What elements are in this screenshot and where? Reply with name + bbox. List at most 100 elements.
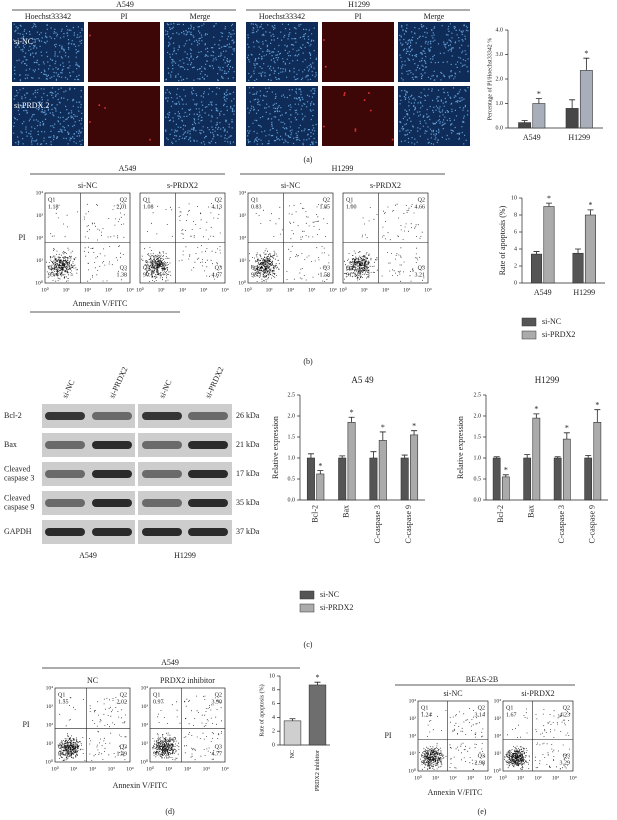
quadrant-value: 1.18 xyxy=(48,204,59,210)
blot-band xyxy=(92,470,132,478)
quadrant-name: Q1 xyxy=(506,705,513,711)
cell-dots xyxy=(399,23,469,81)
size-label: 37 kDa xyxy=(236,527,260,536)
x-tick-label: C-caspase 9 xyxy=(404,505,413,543)
panel-label: (e) xyxy=(478,807,487,816)
blot-band xyxy=(188,441,228,449)
bar xyxy=(553,457,562,501)
quadrant-name: Q4 xyxy=(153,744,160,750)
blot-band xyxy=(45,412,85,420)
quadrant-value: 3.14 xyxy=(475,712,486,718)
error-bar xyxy=(524,454,531,458)
quadrant-value: 1.55 xyxy=(58,699,69,705)
x-tick-label: 10¹ xyxy=(158,287,166,293)
y-tick-label: 0.0 xyxy=(496,125,504,131)
cell-dots xyxy=(89,34,91,37)
quadrant-name: Q2 xyxy=(215,197,222,203)
micrograph xyxy=(322,22,394,82)
y-axis-label: Percentage of PI/Hoechst33342 % xyxy=(486,38,493,120)
y-tick-label: 4 xyxy=(514,246,517,252)
x-tick-label: 10⁰ xyxy=(51,765,60,772)
plot-title: si-NC xyxy=(443,689,462,698)
event-dots xyxy=(141,202,221,282)
significance-marker: * xyxy=(350,408,354,417)
quadrant-value: 2.98 xyxy=(475,760,486,766)
y-tick-label: 1.0 xyxy=(474,455,482,461)
legend-label: si-NC xyxy=(320,590,339,599)
quadrant-name: Q3 xyxy=(478,753,485,759)
event-dots xyxy=(249,203,330,282)
protein-label: Cleaved xyxy=(4,464,30,473)
cell-dots xyxy=(13,23,83,82)
x-tick-label: 10² xyxy=(449,775,457,781)
x-tick-label: 10³ xyxy=(467,775,475,781)
bar xyxy=(532,417,541,501)
x-tick-label: 10² xyxy=(287,287,295,293)
cell-line-label: H1299 xyxy=(174,551,196,560)
bar xyxy=(369,457,378,501)
error-bar xyxy=(348,416,355,423)
x-tick-label: Bcl-2 xyxy=(310,505,319,523)
cell-dots xyxy=(247,87,317,146)
bar xyxy=(565,108,579,129)
micrograph xyxy=(322,86,394,146)
lane-label: si-PRDX2 xyxy=(203,366,225,400)
quadrant-value: 2.02 xyxy=(117,699,128,705)
plot-frame xyxy=(44,192,131,284)
quadrant-name: Q1 xyxy=(251,197,258,203)
blot-band xyxy=(45,470,85,478)
blot-band xyxy=(188,528,228,536)
legend-label: si-NC xyxy=(542,317,561,326)
bar xyxy=(523,457,532,501)
quadrant-value: 1.67 xyxy=(506,712,517,718)
x-tick-label: Bax xyxy=(527,505,536,518)
y-axis-label: PI xyxy=(18,233,25,242)
x-tick-label: 10¹ xyxy=(517,775,525,781)
error-bar xyxy=(563,432,570,440)
x-tick-label: 10¹ xyxy=(432,775,440,781)
y-tick-label: 1.0 xyxy=(496,101,504,107)
y-tick-label: 10⁴ xyxy=(239,190,247,196)
x-tick-label: PRDX2 inhibitor xyxy=(315,750,321,791)
protein-label: Bcl-2 xyxy=(4,411,22,420)
group-header: A549 xyxy=(116,0,134,9)
quadrant-value: 1.38 xyxy=(117,272,128,278)
bar xyxy=(338,457,347,501)
significance-marker: * xyxy=(565,424,569,433)
micrograph xyxy=(246,22,318,82)
error-bar xyxy=(585,455,592,458)
y-tick-label: 0.5 xyxy=(474,476,482,482)
y-tick-label: 10¹ xyxy=(141,741,149,747)
y-tick-label: 10 xyxy=(511,195,517,201)
y-tick-label: 10⁰ xyxy=(238,279,247,286)
bar xyxy=(306,457,315,501)
plot-title: si-NC xyxy=(281,181,300,190)
plot-title: s-PRDX2 xyxy=(167,181,198,190)
legend-swatch xyxy=(521,330,537,340)
significance-marker: * xyxy=(318,461,322,470)
blot-band xyxy=(92,412,132,420)
protein-label: caspase 9 xyxy=(4,502,34,511)
plot-frame xyxy=(342,192,429,284)
x-tick-label: A549 xyxy=(534,288,552,297)
x-tick-label: 10² xyxy=(84,287,92,293)
quadrant-value: 1.08 xyxy=(143,204,154,210)
lane-label: si-PRDX2 xyxy=(107,366,129,400)
bar xyxy=(532,103,546,129)
x-tick-label: 10³ xyxy=(403,287,411,293)
y-tick-label: 8 xyxy=(272,687,275,693)
significance-marker: * xyxy=(547,194,551,203)
x-tick-label: 10⁴ xyxy=(329,287,337,293)
quadrant-name: Q2 xyxy=(478,705,485,711)
error-bar xyxy=(569,99,576,109)
y-axis-label: Relative expression xyxy=(271,416,280,479)
y-tick-label: 10² xyxy=(36,235,44,241)
quadrant-value: 4.23 xyxy=(560,712,571,718)
micrograph xyxy=(398,22,470,82)
y-tick-label: 0.0 xyxy=(474,497,482,503)
bar xyxy=(501,476,510,501)
quadrant-name: Q4 xyxy=(143,265,150,271)
quadrant-name: Q2 xyxy=(563,705,570,711)
blot-band xyxy=(142,441,182,449)
x-tick-label: 10³ xyxy=(200,287,208,293)
